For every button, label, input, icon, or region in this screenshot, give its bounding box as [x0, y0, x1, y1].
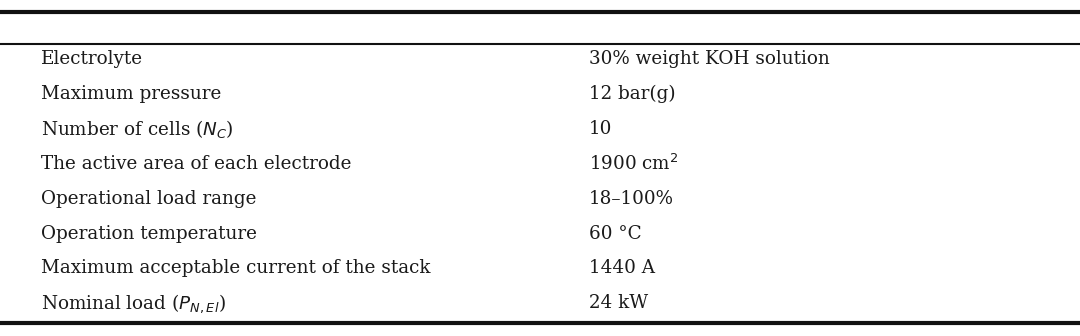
Text: 18–100%: 18–100% [589, 190, 674, 208]
Text: 10: 10 [589, 120, 612, 138]
Text: Electrolyte: Electrolyte [41, 50, 144, 68]
Text: 30% weight KOH solution: 30% weight KOH solution [589, 50, 829, 68]
Text: 12 bar(g): 12 bar(g) [589, 85, 675, 103]
Text: 1440 A: 1440 A [589, 259, 654, 278]
Text: Number of cells ($N_C$): Number of cells ($N_C$) [41, 118, 233, 140]
Text: 60 °C: 60 °C [589, 224, 642, 243]
Text: Operational load range: Operational load range [41, 190, 257, 208]
Text: 1900 cm$^2$: 1900 cm$^2$ [589, 154, 678, 174]
Text: 24 kW: 24 kW [589, 294, 648, 312]
Text: Maximum pressure: Maximum pressure [41, 85, 221, 103]
Text: Maximum acceptable current of the stack: Maximum acceptable current of the stack [41, 259, 431, 278]
Text: Operation temperature: Operation temperature [41, 224, 257, 243]
Text: Nominal load ($P_{N,El}$): Nominal load ($P_{N,El}$) [41, 292, 226, 315]
Text: The active area of each electrode: The active area of each electrode [41, 155, 352, 173]
